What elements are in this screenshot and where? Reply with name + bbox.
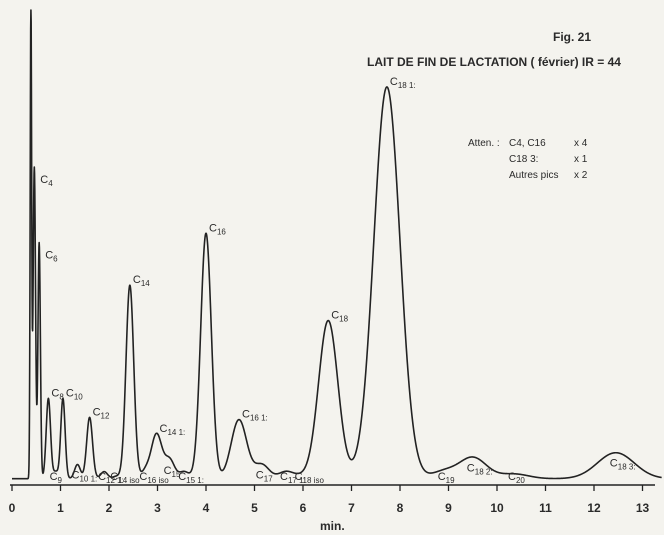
- peak-label: C14 1:: [160, 423, 186, 437]
- peak-label: C12 1:: [98, 471, 124, 485]
- peak-label: C15 1:: [178, 471, 204, 485]
- peak-label: C4: [40, 174, 53, 188]
- attenuation-row-label: Autres pics: [509, 170, 558, 181]
- peak-label: C18: [331, 310, 348, 324]
- peak-label: C10: [66, 388, 83, 402]
- peak-label: C16 1:: [242, 409, 268, 423]
- chromatogram-trace: [11, 9, 663, 480]
- attenuation-row-factor: x 2: [574, 170, 588, 181]
- x-tick-label: 2: [106, 501, 113, 515]
- x-tick-label: 10: [490, 501, 504, 515]
- peak-label: C18 3:: [610, 458, 636, 472]
- peak-label: C12: [93, 406, 110, 420]
- peak-label: C9: [50, 471, 63, 485]
- x-tick-label: 7: [348, 501, 355, 515]
- x-tick-label: 4: [203, 501, 210, 515]
- attenuation-title: Atten. :: [468, 138, 500, 149]
- attenuation-row-label: C18 3:: [509, 154, 538, 165]
- attenuation-row-label: C4, C16: [509, 138, 546, 149]
- x-axis-label: min.: [320, 519, 345, 533]
- peak-label: C18 iso: [295, 471, 325, 485]
- x-tick-label: 8: [397, 501, 404, 515]
- peak-label: C14 iso: [110, 471, 140, 485]
- x-tick-label: 6: [300, 501, 307, 515]
- peak-label: C18 1:: [390, 76, 416, 90]
- peak-label: C20: [508, 471, 525, 485]
- peak-label: C6: [45, 250, 58, 264]
- peak-label: C14: [133, 274, 150, 288]
- peak-label: C17: [256, 470, 273, 484]
- figure-number: Fig. 21: [553, 30, 591, 44]
- peak-label: C18 2:: [467, 463, 493, 477]
- x-tick-label: 3: [154, 501, 161, 515]
- x-tick-label: 11: [539, 501, 552, 515]
- peak-label: C15: [164, 465, 181, 479]
- x-tick-label: 13: [636, 501, 650, 515]
- peak-label: C16 iso: [139, 471, 169, 485]
- x-tick-label: 12: [587, 501, 601, 515]
- peak-label: C8: [51, 388, 64, 402]
- attenuation-row-factor: x 4: [574, 138, 588, 149]
- attenuation-legend: Atten. : C4, C16 x 4 C18 3: x 1 Autres p…: [468, 138, 588, 181]
- peak-label: C16: [209, 222, 226, 236]
- x-tick-label: 0: [9, 501, 16, 515]
- peak-label: C17 1:: [280, 471, 306, 485]
- x-tick-label: 1: [57, 501, 64, 515]
- x-tick-label: 9: [445, 501, 452, 515]
- peak-label: C19: [438, 471, 455, 485]
- peak-label: C10 1:: [72, 470, 98, 484]
- figure-title: LAIT DE FIN DE LACTATION ( février) IR =…: [367, 55, 621, 69]
- x-tick-label: 5: [251, 501, 258, 515]
- attenuation-row-factor: x 1: [574, 154, 588, 165]
